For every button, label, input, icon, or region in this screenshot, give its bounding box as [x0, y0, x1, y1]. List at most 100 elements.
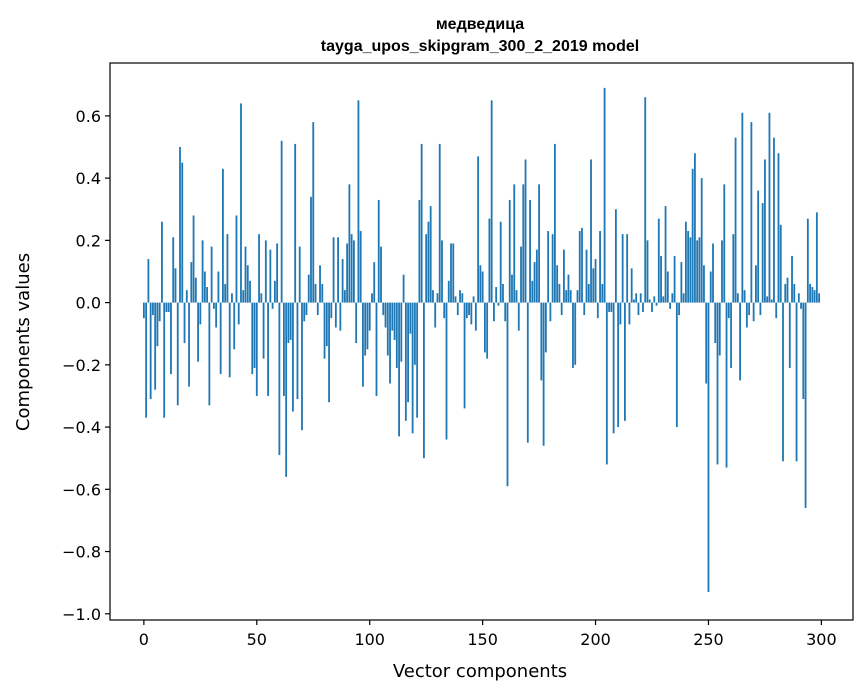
bar-108	[386, 302, 389, 356]
bar-158	[499, 221, 502, 303]
bar-62	[282, 302, 285, 396]
bar-47	[249, 280, 251, 303]
bar-16	[179, 147, 181, 303]
bar-54	[264, 240, 267, 303]
bar-178	[544, 302, 547, 353]
bar-299	[818, 293, 821, 303]
bar-1	[145, 302, 148, 418]
bar-34	[219, 302, 222, 375]
chart-subtitle: tayga_upos_skipgram_300_2_2019 model	[321, 38, 639, 55]
bar-128	[432, 290, 434, 303]
bar-214	[626, 234, 629, 303]
bar-262	[734, 137, 737, 303]
bar-53	[262, 302, 265, 359]
bar-91	[348, 184, 351, 303]
bar-100	[368, 302, 371, 331]
bar-221	[642, 302, 644, 312]
bar-295	[809, 283, 811, 303]
bar-157	[497, 302, 500, 306]
bar-11	[167, 302, 170, 312]
bar-123	[420, 143, 423, 303]
bar-107	[384, 302, 387, 328]
bar-19	[185, 290, 188, 303]
bar-177	[542, 302, 545, 446]
bar-254	[716, 302, 719, 465]
bar-143	[465, 302, 468, 319]
bar-264	[739, 302, 741, 381]
bar-165	[515, 290, 518, 303]
bar-73	[307, 274, 310, 303]
bar-49	[253, 302, 256, 368]
bar-109	[389, 302, 391, 384]
bar-287	[791, 255, 793, 303]
bar-137	[452, 243, 455, 303]
bar-255	[718, 302, 721, 356]
bar-207	[610, 302, 613, 312]
bar-57	[271, 302, 274, 309]
bar-195	[583, 302, 586, 316]
bar-101	[371, 293, 373, 303]
bar-202	[599, 231, 601, 303]
bar-26	[201, 240, 204, 303]
bar-153	[488, 218, 491, 303]
bar-81	[325, 302, 328, 347]
bar-188	[567, 274, 570, 303]
bar-145	[470, 302, 473, 325]
bar-133	[443, 302, 446, 319]
bar-87	[339, 302, 342, 331]
bar-283	[782, 302, 784, 462]
bar-88	[341, 259, 344, 303]
bar-258	[725, 302, 728, 468]
bar-22	[192, 215, 195, 303]
y-tick-label-8: 0.6	[76, 107, 101, 126]
y-tick-label-7: 0.4	[76, 169, 101, 188]
bar-37	[226, 234, 229, 303]
bar-15	[176, 302, 179, 406]
bar-216	[630, 268, 633, 303]
bar-164	[513, 184, 516, 303]
bar-271	[754, 265, 757, 303]
bar-149	[479, 265, 482, 303]
x-axis-label: Vector components	[393, 661, 567, 682]
bar-237	[678, 302, 681, 316]
bar-92	[350, 234, 353, 303]
bar-72	[305, 302, 308, 316]
y-tick-label-5: 0.0	[76, 294, 101, 313]
bar-275	[764, 159, 766, 303]
bar-282	[779, 224, 782, 303]
bar-116	[404, 302, 407, 421]
bar-253	[714, 302, 717, 344]
bar-115	[402, 274, 405, 303]
bar-280	[775, 302, 778, 319]
x-tick-label-5: 250	[693, 630, 724, 649]
bar-18	[183, 302, 186, 344]
bar-249	[705, 302, 708, 384]
x-tick-label-3: 150	[467, 630, 498, 649]
bar-127	[429, 206, 432, 303]
bar-8	[161, 221, 163, 303]
bar-134	[445, 302, 448, 440]
bar-46	[246, 265, 249, 303]
bar-230	[662, 296, 665, 303]
bar-228	[657, 218, 660, 303]
bar-281	[777, 153, 780, 303]
bar-99	[366, 302, 369, 350]
y-axis-label: Components values	[13, 253, 34, 431]
bar-124	[423, 302, 425, 459]
bar-156	[495, 287, 498, 303]
bar-180	[549, 302, 552, 322]
bar-63	[285, 302, 288, 477]
bar-252	[712, 243, 714, 303]
bar-269	[750, 122, 753, 303]
bar-114	[400, 302, 403, 362]
bar-206	[608, 302, 610, 312]
bar-161	[506, 302, 509, 487]
bar-201	[596, 302, 599, 319]
bar-241	[687, 231, 690, 303]
bar-219	[637, 302, 640, 316]
x-tick-label-0: 0	[139, 630, 149, 649]
bar-194	[581, 227, 583, 303]
bar-0	[142, 302, 145, 319]
bar-248	[703, 265, 705, 303]
bar-93	[353, 240, 355, 303]
